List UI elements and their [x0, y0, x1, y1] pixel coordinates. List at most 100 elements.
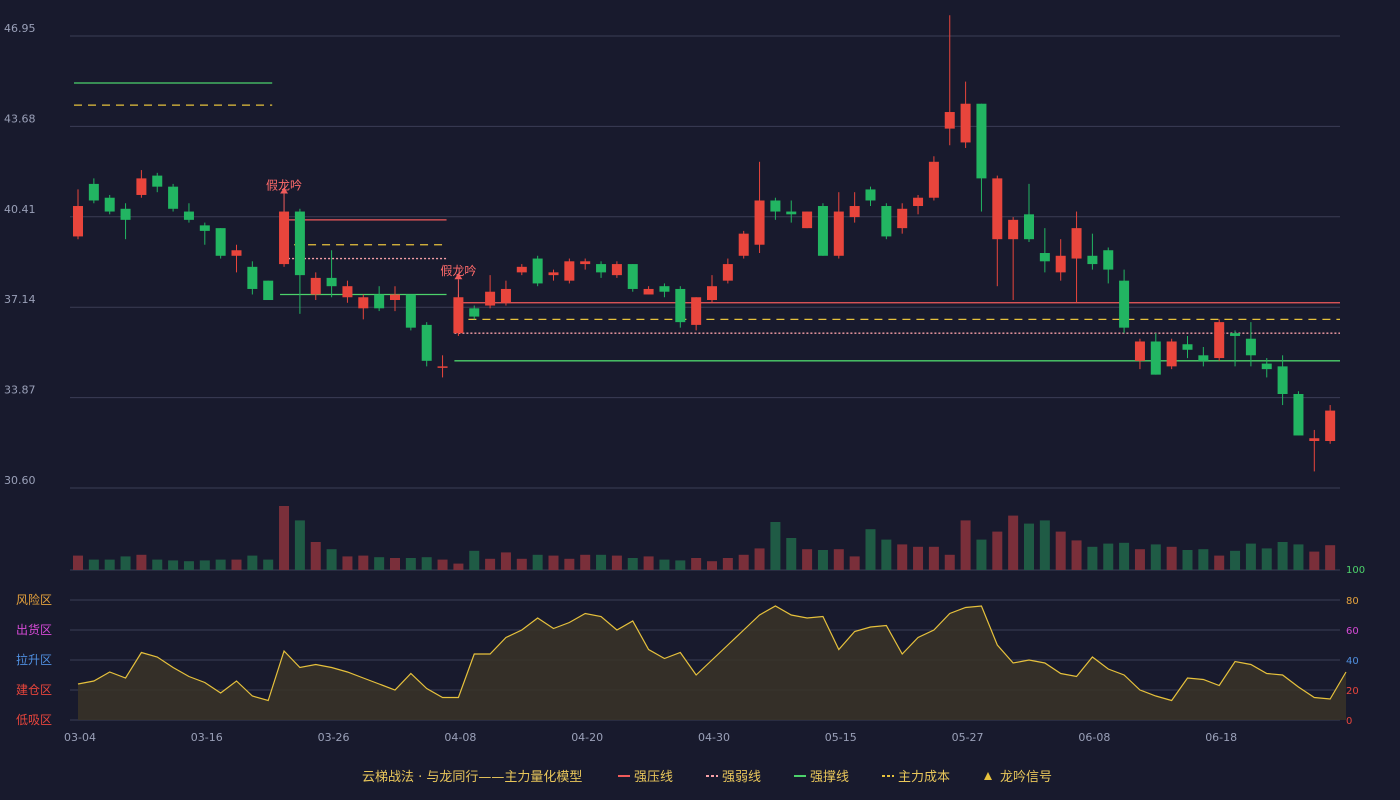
volume-bar — [199, 560, 210, 570]
volume-bar — [548, 555, 559, 570]
volume-bar — [738, 554, 749, 570]
candle-body — [548, 272, 559, 276]
candle-body — [516, 266, 527, 273]
candle-body — [326, 277, 337, 287]
volume-bar — [722, 558, 733, 570]
volume-bar — [88, 559, 99, 570]
candle-body — [817, 206, 828, 256]
volume-tick-label: 100 — [1346, 565, 1365, 576]
volume-bar — [183, 561, 194, 570]
x-tick-label: 03-26 — [318, 731, 350, 744]
osc-zone-label: 出货区 — [16, 622, 52, 637]
volume-bar — [294, 520, 305, 570]
volume-bar — [247, 555, 258, 570]
candle-body — [849, 206, 860, 218]
x-tick-label: 05-27 — [952, 731, 984, 744]
legend-label: 强压线 — [634, 770, 673, 785]
candle-body — [1039, 253, 1050, 262]
candle-body — [659, 286, 670, 292]
osc-zone-label: 风险区 — [16, 592, 52, 607]
signal-triangle — [454, 273, 463, 280]
candle-body — [564, 261, 575, 281]
price-tick-label: 30.60 — [4, 474, 36, 487]
price-tick-label: 40.41 — [4, 203, 36, 216]
volume-bar — [405, 558, 416, 570]
candle-body — [1245, 338, 1256, 356]
volume-bar — [1024, 523, 1034, 570]
candle-body — [294, 211, 305, 276]
volume-bar — [500, 552, 511, 570]
volume-bar — [786, 538, 797, 570]
volume-bar — [279, 506, 290, 570]
volume-bar — [1150, 544, 1161, 570]
candle-body — [1182, 344, 1193, 350]
volume-bar — [1103, 543, 1114, 570]
volume-bar — [136, 554, 147, 570]
candle-body — [358, 297, 369, 309]
osc-tick-label: 40 — [1346, 656, 1359, 667]
volume-bar — [944, 554, 955, 570]
candle-body — [231, 250, 242, 256]
candle-body — [199, 225, 210, 231]
candle-body — [1166, 341, 1177, 367]
volume-bar — [1087, 546, 1098, 570]
candle-body — [786, 211, 797, 215]
candle-body — [722, 264, 733, 281]
candle-body — [928, 161, 939, 198]
legend-label: 龙吟信号 — [1000, 769, 1052, 785]
chart-title: 云梯战法 · 与龙同行——主力量化模型 — [362, 770, 582, 785]
x-tick-label: 04-30 — [698, 731, 730, 744]
candle-body — [421, 324, 432, 361]
candle-body — [168, 186, 179, 209]
candle-body — [992, 178, 1003, 240]
volume-bar — [390, 558, 400, 570]
candle-body — [596, 264, 607, 273]
candle-body — [865, 189, 876, 201]
osc-zone-label: 低吸区 — [16, 713, 52, 727]
volume-bar — [1245, 543, 1256, 570]
volume-bar — [1325, 545, 1336, 570]
candle-body — [88, 183, 99, 201]
volume-bar — [326, 549, 337, 570]
legend-label: 强弱线 — [722, 770, 761, 785]
volume-bar — [1198, 549, 1209, 570]
candle-body — [960, 103, 971, 143]
volume-bar — [532, 554, 543, 570]
candle-body — [1230, 333, 1241, 336]
osc-zone-label: 建仓区 — [16, 683, 52, 697]
x-tick-label: 06-08 — [1078, 731, 1110, 744]
volume-bar — [1039, 520, 1050, 570]
candle-body — [1150, 341, 1161, 375]
candle-body — [215, 228, 226, 256]
volume-bar — [168, 560, 179, 570]
candle-body — [675, 288, 686, 323]
candle-body — [374, 294, 385, 309]
candle-body — [611, 264, 622, 276]
volume-bar — [627, 558, 638, 570]
volume-bar — [928, 546, 939, 570]
volume-bar — [897, 544, 908, 570]
volume-bar — [707, 561, 717, 570]
volume-bar — [580, 554, 591, 570]
volume-bar — [1261, 548, 1272, 570]
legend-triangle — [984, 772, 992, 780]
candle-body — [707, 286, 717, 301]
candle-body — [643, 288, 654, 295]
volume-bar — [120, 556, 131, 570]
candle-body — [627, 264, 638, 289]
volume-bar — [215, 559, 226, 570]
candle-body — [1293, 394, 1304, 436]
volume-bar — [104, 559, 115, 570]
candle-body — [183, 211, 194, 220]
volume-bar — [1166, 546, 1177, 570]
oscillator-line — [77, 605, 1347, 702]
price-tick-label: 33.87 — [4, 384, 36, 397]
candle-body — [1103, 250, 1114, 270]
volume-bar — [659, 559, 670, 570]
candle-body — [405, 294, 416, 328]
x-tick-label: 04-08 — [444, 731, 476, 744]
volume-bar — [1182, 550, 1193, 570]
volume-bar — [453, 563, 464, 570]
volume-bar — [1309, 551, 1320, 570]
